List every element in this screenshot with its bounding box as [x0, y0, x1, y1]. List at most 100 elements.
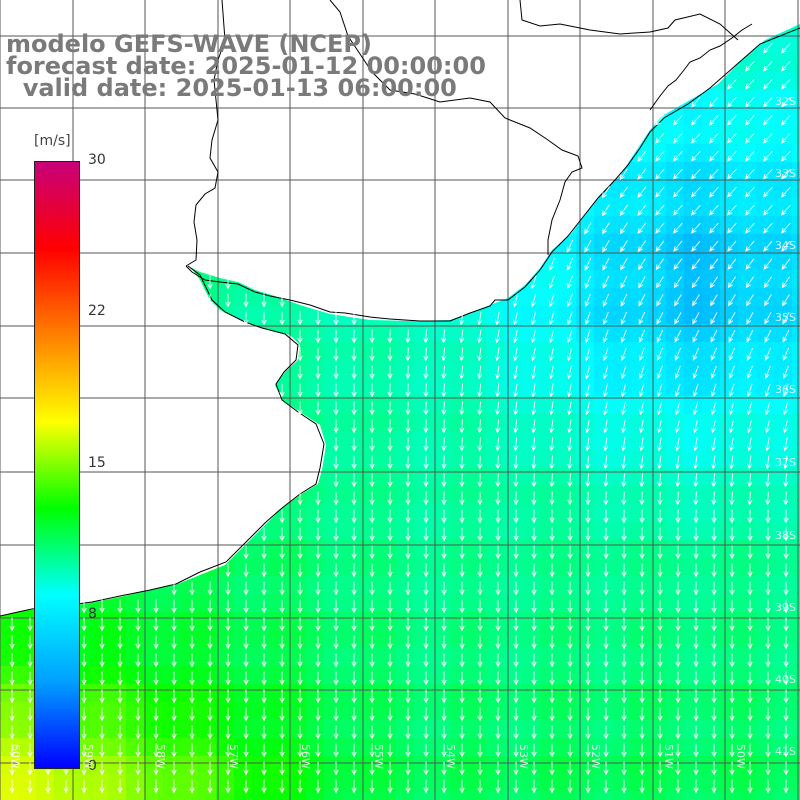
- wind-arrow: [495, 653, 501, 668]
- wind-cell: [306, 774, 325, 793]
- wind-cell: [504, 306, 523, 325]
- wind-cell: [450, 450, 469, 469]
- wind-cell: [306, 324, 325, 343]
- wind-arrow: [619, 222, 628, 235]
- wind-arrow: [117, 779, 123, 794]
- wind-cell: [270, 684, 289, 703]
- wind-cell: [558, 306, 577, 325]
- wind-cell: [504, 414, 523, 433]
- wind-cell: [756, 432, 775, 451]
- wind-arrow: [351, 437, 357, 452]
- wind-cell: [288, 648, 307, 667]
- wind-arrow: [495, 419, 501, 434]
- wind-cell: [540, 576, 559, 595]
- wind-arrow: [762, 114, 773, 126]
- wind-arrow: [135, 707, 141, 722]
- wind-cell: [720, 612, 739, 631]
- wind-arrow: [584, 311, 591, 326]
- wind-arrow: [567, 473, 573, 488]
- wind-cell: [324, 774, 343, 793]
- wind-arrow: [333, 311, 339, 326]
- wind-cell: [270, 792, 289, 800]
- wind-cell: [324, 540, 343, 559]
- wind-cell: [396, 630, 415, 649]
- wind-arrow: [711, 491, 717, 506]
- wind-cell: [504, 594, 523, 613]
- wind-arrow: [297, 599, 303, 614]
- wind-cell: [234, 684, 253, 703]
- wind-arrow: [459, 581, 465, 596]
- wind-arrow: [727, 240, 737, 252]
- wind-cell: [180, 684, 199, 703]
- wind-cell: [612, 720, 631, 739]
- wind-arrow: [459, 509, 465, 524]
- wind-cell: [324, 324, 343, 343]
- wind-cell: [486, 792, 505, 800]
- wind-cell: [576, 576, 595, 595]
- wind-cell: [0, 684, 19, 703]
- wind-cell: [648, 558, 667, 577]
- wind-cell: [792, 378, 800, 397]
- wind-cell: [324, 630, 343, 649]
- wind-cell: [378, 360, 397, 379]
- wind-cell: [594, 360, 613, 379]
- wind-arrow: [729, 437, 735, 452]
- wind-cell: [684, 594, 703, 613]
- wind-cell: [414, 594, 433, 613]
- wind-cell: [252, 738, 271, 757]
- wind-arrow: [225, 761, 231, 776]
- wind-cell: [630, 252, 649, 271]
- wind-arrow: [297, 401, 303, 416]
- wind-arrow: [655, 222, 665, 234]
- wind-arrow: [531, 509, 537, 524]
- wind-arrow: [567, 401, 573, 416]
- wind-arrow: [747, 707, 753, 722]
- wind-arrow: [765, 599, 771, 614]
- wind-cell: [252, 684, 271, 703]
- wind-arrow: [711, 509, 717, 524]
- lon-label: 57W: [227, 744, 240, 769]
- wind-cell: [288, 720, 307, 739]
- wind-arrow: [297, 563, 303, 578]
- wind-arrow: [621, 437, 627, 452]
- wind-cell: [324, 720, 343, 739]
- wind-arrow: [780, 78, 791, 90]
- wind-arrow: [765, 617, 771, 632]
- wind-cell: [270, 756, 289, 775]
- wind-arrow: [351, 365, 357, 380]
- wind-cell: [486, 342, 505, 361]
- wind-arrow: [548, 311, 555, 326]
- wind-arrow: [99, 743, 105, 758]
- wind-cell: [270, 702, 289, 721]
- wind-arrow: [27, 671, 33, 686]
- wind-arrow: [693, 653, 699, 668]
- wind-cell: [792, 630, 800, 649]
- wind-arrow: [369, 455, 375, 470]
- wind-arrow: [690, 186, 701, 198]
- lat-label: 34S: [775, 239, 796, 252]
- wind-cell: [504, 378, 523, 397]
- wind-arrow: [117, 761, 123, 776]
- wind-arrow: [441, 365, 447, 380]
- wind-arrow: [585, 455, 591, 470]
- wind-cell: [756, 378, 775, 397]
- wind-cell: [792, 432, 800, 451]
- wind-cell: [630, 576, 649, 595]
- wind-arrow: [657, 671, 663, 686]
- wind-arrow: [675, 635, 681, 650]
- wind-arrow: [639, 689, 645, 704]
- wind-cell: [414, 666, 433, 685]
- wind-cell: [756, 270, 775, 289]
- wind-cell: [504, 774, 523, 793]
- wind-cell: [774, 180, 793, 199]
- wind-arrow: [726, 114, 737, 126]
- wind-cell: [468, 468, 487, 487]
- wind-cell: [522, 540, 541, 559]
- wind-cell: [630, 468, 649, 487]
- wind-cell: [666, 162, 685, 181]
- wind-arrow: [566, 311, 573, 326]
- wind-arrow: [780, 168, 791, 180]
- wind-cell: [612, 630, 631, 649]
- wind-arrow: [567, 779, 573, 794]
- wind-arrow: [387, 725, 393, 740]
